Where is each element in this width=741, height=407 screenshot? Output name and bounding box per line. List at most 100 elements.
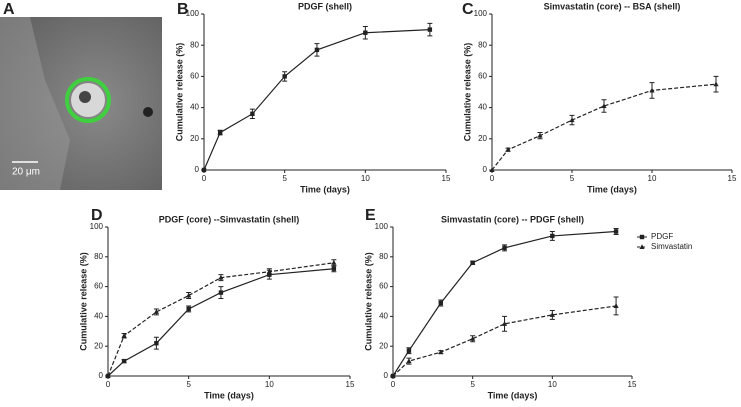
x-tick-label: 10 [265, 380, 274, 389]
data-point [153, 309, 159, 314]
x-axis-label: Time (days) [587, 184, 637, 194]
data-point [569, 117, 575, 123]
y-tick-label: 20 [478, 134, 487, 143]
data-point [121, 358, 127, 364]
legend-marker [639, 244, 645, 249]
data-point [427, 27, 433, 32]
y-tick-label: 20 [94, 341, 103, 350]
x-tick-label: 10 [648, 174, 657, 183]
y-tick-label: 20 [190, 134, 199, 143]
data-point [713, 81, 719, 87]
data-point [186, 306, 191, 312]
data-point [613, 303, 619, 308]
legend-label: Simvastatin [651, 242, 692, 251]
x-tick-label: 15 [442, 174, 451, 183]
x-tick-label: 15 [728, 174, 737, 183]
data-point [549, 312, 555, 317]
series-line [392, 230, 617, 377]
x-tick-label: 5 [470, 380, 475, 389]
data-point [390, 373, 396, 378]
x-tick-label: 10 [361, 174, 370, 183]
x-tick-label: 5 [186, 380, 191, 389]
data-point [105, 373, 111, 378]
x-axis-label: Time (days) [300, 184, 350, 194]
x-tick-label: 10 [548, 380, 557, 389]
y-tick-label: 40 [478, 103, 487, 112]
panel-label: D [91, 207, 103, 224]
data-point [406, 348, 412, 353]
data-point [613, 229, 619, 234]
chart-title: Simvastatin (core) -- PDGF (shell) [441, 214, 584, 224]
data-point [218, 290, 224, 295]
y-axis-label: Cumulative release (%) [462, 43, 472, 142]
data-point [154, 341, 159, 346]
y-tick-label: 80 [94, 252, 103, 261]
legend-label: PDGF [651, 232, 673, 241]
micrograph [0, 17, 162, 190]
data-point [502, 245, 507, 251]
y-tick-label: 40 [379, 312, 388, 321]
x-tick-label: 5 [570, 174, 575, 183]
y-tick-label: 0 [99, 371, 104, 380]
data-point [406, 358, 412, 364]
x-tick-label: 0 [106, 380, 111, 389]
chart-title: PDGF (shell) [298, 1, 352, 11]
y-tick-label: 80 [379, 252, 388, 261]
data-point [470, 335, 476, 341]
data-point [438, 349, 444, 355]
y-tick-label: 0 [384, 371, 389, 380]
x-tick-label: 0 [391, 380, 396, 389]
y-tick-label: 100 [186, 9, 200, 18]
data-point [470, 260, 475, 265]
x-axis-label: Time (days) [488, 390, 538, 400]
y-tick-label: 100 [90, 222, 104, 231]
y-tick-label: 0 [483, 165, 488, 174]
data-point [601, 103, 607, 109]
data-point [505, 146, 511, 152]
data-point [363, 30, 368, 35]
data-point [217, 130, 223, 135]
data-point [537, 132, 543, 138]
y-axis-label: Cumulative release (%) [174, 43, 184, 142]
x-tick-label: 15 [346, 380, 355, 389]
data-point [331, 266, 337, 271]
x-tick-label: 0 [490, 174, 495, 183]
y-tick-label: 80 [190, 40, 199, 49]
series-line [491, 83, 717, 171]
y-tick-label: 20 [379, 341, 388, 350]
data-point [649, 87, 655, 93]
data-point [218, 274, 224, 280]
y-tick-label: 40 [94, 312, 103, 321]
y-tick-label: 60 [94, 282, 103, 291]
data-point [282, 74, 287, 79]
data-point [501, 321, 508, 326]
y-tick-label: 80 [478, 40, 487, 49]
panel-label: E [365, 207, 376, 224]
y-axis-label: Cumulative release (%) [78, 252, 88, 351]
legend-marker [639, 234, 645, 240]
data-point [201, 167, 207, 173]
data-point [266, 268, 272, 274]
chart-title: Simvastatin (core) -- BSA (shell) [544, 1, 681, 11]
x-axis-label: Time (days) [204, 390, 254, 400]
data-point [331, 259, 337, 265]
scale-bar-label: 20 μm [12, 167, 40, 178]
panel-label: A [3, 1, 15, 18]
x-tick-label: 15 [628, 380, 637, 389]
data-point [489, 167, 495, 172]
panel-label: B [177, 1, 189, 18]
y-tick-label: 60 [379, 282, 388, 291]
y-tick-label: 100 [375, 222, 389, 231]
y-tick-label: 100 [474, 9, 488, 18]
y-tick-label: 60 [478, 72, 487, 81]
panel-label: C [462, 1, 474, 18]
y-tick-label: 40 [190, 103, 199, 112]
x-tick-label: 5 [282, 174, 287, 183]
data-point [186, 292, 192, 298]
data-point [314, 47, 320, 53]
data-point [250, 111, 255, 117]
x-tick-label: 0 [202, 174, 207, 183]
data-point [438, 300, 443, 306]
chart-title: PDGF (core) --Simvastatin (shell) [159, 214, 300, 224]
